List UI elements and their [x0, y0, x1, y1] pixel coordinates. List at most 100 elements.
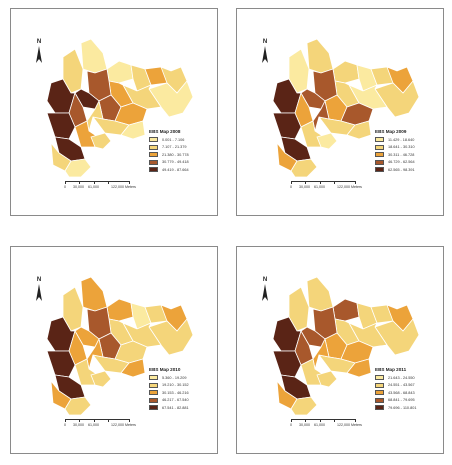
district-region: [106, 60, 134, 84]
district-region: [374, 80, 420, 118]
district-region: [120, 358, 146, 378]
north-arrow: N: [33, 39, 45, 65]
north-arrow-icon: [36, 46, 42, 63]
scale-label: 0: [64, 185, 66, 189]
legend-swatch: [149, 167, 158, 173]
legend-title: EBS Map 2011: [375, 367, 407, 372]
legend-label: 21.643 - 24.550: [388, 375, 415, 380]
legend-swatch: [375, 159, 384, 165]
choropleth-map: [46, 276, 194, 416]
north-arrow: N: [33, 277, 45, 303]
district-region: [148, 318, 194, 356]
legend-swatch: [149, 390, 158, 396]
north-arrow: N: [259, 39, 271, 65]
legend-item: 7.107 - 21.379: [149, 144, 217, 152]
scale-tick: [108, 181, 109, 184]
legend-label: 7.107 - 21.379: [162, 145, 187, 150]
legend-label: 46.217 - 67.540: [162, 398, 189, 403]
north-arrow-icon: [262, 46, 268, 63]
district-region: [346, 120, 372, 140]
north-label: N: [262, 39, 268, 45]
legend: EBS Map 2011 21.643 - 24.550 24.551 - 43…: [375, 367, 443, 412]
legend-item: 19.210 - 30.152: [149, 382, 217, 390]
scale-bar: 0 30,000 61,000 122,000 Meters: [290, 419, 381, 433]
district-region: [306, 276, 334, 312]
north-label: N: [36, 39, 42, 45]
legend-swatch: [375, 397, 384, 403]
district-region: [106, 298, 134, 322]
legend-label: 67.541 - 82.881: [162, 405, 189, 410]
district-region: [64, 396, 92, 416]
scale-label: 61,000: [88, 185, 99, 189]
legend-swatch: [149, 152, 158, 158]
scale-tick: [129, 419, 130, 422]
scale-tick: [320, 419, 321, 422]
scale-bar: 0 30,000 61,000 122,000 Meters: [64, 181, 155, 195]
legend-label: 5.360 - 19.209: [162, 375, 187, 380]
scale-tick: [108, 419, 109, 422]
legend: EBS Map 2008 0.001 - 7.106 7.107 - 21.37…: [149, 129, 217, 174]
scale-tick: [65, 419, 66, 422]
scale-label: 0: [290, 423, 292, 427]
legend-item: 18.641 - 30.310: [375, 144, 443, 152]
legend-label: 79.696 - 110.801: [388, 405, 417, 410]
legend-swatch: [149, 397, 158, 403]
district-region: [332, 60, 360, 84]
legend-swatch: [375, 144, 384, 150]
legend-label: 18.641 - 30.310: [388, 145, 415, 150]
legend-swatch: [149, 405, 158, 411]
scale-tick: [129, 181, 130, 184]
scale-label: 122,000 Meters: [111, 185, 136, 189]
legend-label: 19.210 - 30.152: [162, 383, 189, 388]
choropleth-map: [272, 38, 420, 178]
legend-label: 46.729 - 62.564: [388, 160, 415, 165]
north-arrow-icon: [36, 284, 42, 301]
legend-item: 43.568 - 68.843: [375, 389, 443, 397]
scale-label: 30,000: [73, 185, 84, 189]
district-region: [272, 350, 302, 378]
scale-line: [291, 419, 356, 422]
legend-item: 11.429 - 18.640: [375, 136, 443, 144]
district-region: [64, 158, 92, 178]
scale-label: 122,000 Meters: [337, 185, 362, 189]
legend-title: EBS Map 2008: [149, 129, 181, 134]
legend-item: 46.217 - 67.540: [149, 397, 217, 405]
scale-tick: [334, 181, 335, 184]
legend-item: 30.311 - 46.728: [375, 151, 443, 159]
district-region: [80, 276, 108, 312]
scale-label: 61,000: [314, 185, 325, 189]
scale-line: [65, 419, 130, 422]
legend-swatch: [375, 405, 384, 411]
legend-item: 30.153 - 46.216: [149, 389, 217, 397]
scale-label: 30,000: [299, 185, 310, 189]
legend-swatch: [149, 375, 158, 381]
legend-item: 0.001 - 7.106: [149, 136, 217, 144]
legend-swatch: [149, 144, 158, 150]
scale-tick: [291, 419, 292, 422]
district-region: [46, 350, 76, 378]
district-region: [346, 358, 372, 378]
scale-tick: [334, 419, 335, 422]
legend-label: 30.779 - 49.418: [162, 160, 189, 165]
legend: EBS Map 2009 11.429 - 18.640 18.641 - 30…: [375, 129, 443, 174]
scale-tick: [305, 181, 306, 184]
legend-item: 46.729 - 62.564: [375, 159, 443, 167]
scale-label: 122,000 Meters: [111, 423, 136, 427]
legend-swatch: [149, 382, 158, 388]
scale-tick: [320, 181, 321, 184]
legend-item: 67.541 - 82.881: [149, 404, 217, 412]
legend-label: 30.311 - 46.728: [388, 152, 415, 157]
legend-title: EBS Map 2009: [375, 129, 407, 134]
district-region: [148, 80, 194, 118]
legend-item: 30.779 - 49.418: [149, 159, 217, 167]
legend-swatch: [375, 382, 384, 388]
legend-title: EBS Map 2010: [149, 367, 181, 372]
legend-item: 79.696 - 110.801: [375, 404, 443, 412]
district-region: [306, 38, 334, 74]
scale-tick: [79, 419, 80, 422]
legend-label: 30.153 - 46.216: [162, 390, 189, 395]
district-region: [316, 370, 338, 388]
legend-label: 0.001 - 7.106: [162, 137, 185, 142]
scale-tick: [355, 419, 356, 422]
scale-label: 61,000: [314, 423, 325, 427]
